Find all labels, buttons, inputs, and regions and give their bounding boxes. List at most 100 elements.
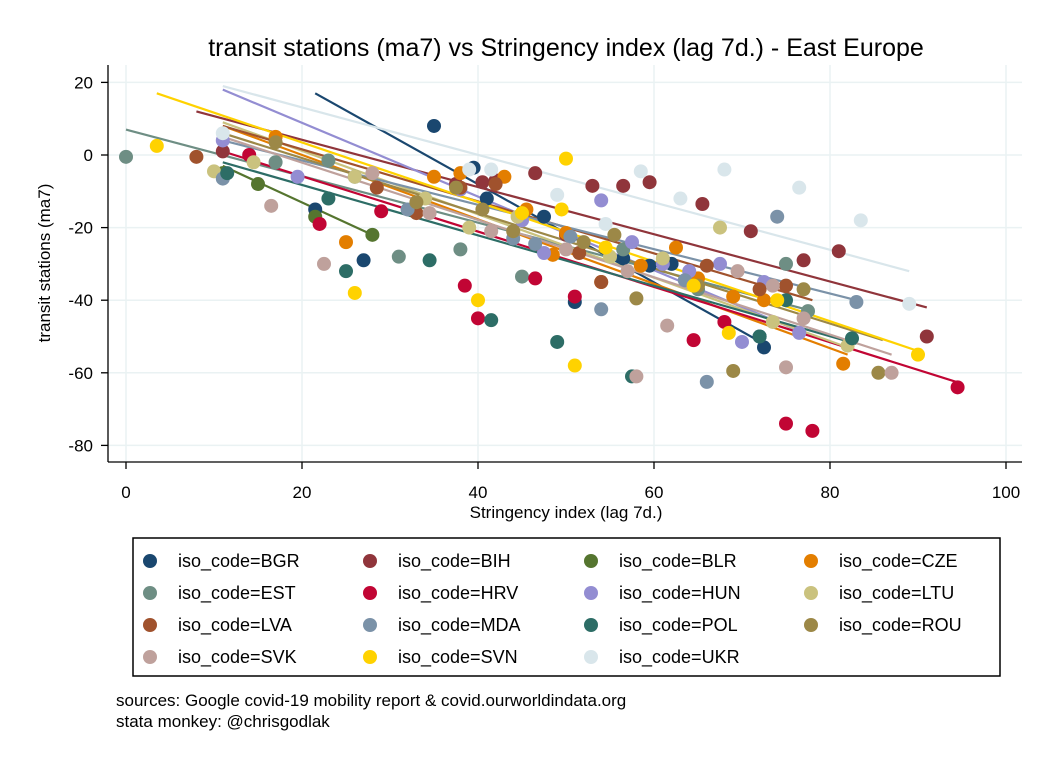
fit-line-svk xyxy=(222,135,892,356)
point-svk xyxy=(365,166,380,181)
point-pol xyxy=(321,191,336,206)
point-hrv xyxy=(374,204,389,219)
point-svk xyxy=(779,360,793,375)
point-lva xyxy=(752,282,767,297)
point-est xyxy=(391,249,406,264)
point-rou xyxy=(268,135,283,150)
x-tick-label: 0 xyxy=(121,483,130,502)
point-lva xyxy=(594,275,609,290)
legend-marker-ltu xyxy=(804,586,818,600)
legend-marker-blr xyxy=(584,554,598,568)
point-hrv xyxy=(567,289,582,304)
point-lva xyxy=(488,177,503,192)
fit-line-blr xyxy=(222,164,373,236)
point-ltu xyxy=(713,220,727,235)
point-svk xyxy=(559,242,573,257)
point-blr xyxy=(365,227,380,242)
point-hrv xyxy=(471,311,485,326)
legend-marker-bih xyxy=(363,554,377,568)
fit-line-rou xyxy=(222,132,884,342)
point-mda xyxy=(770,209,785,224)
x-tick-label: 60 xyxy=(645,483,664,502)
point-hun xyxy=(735,334,749,349)
point-svk xyxy=(422,206,437,221)
point-hun xyxy=(625,235,639,250)
legend-label-svk: iso_code=SVK xyxy=(178,647,297,668)
legend-label-hun: iso_code=HUN xyxy=(619,583,741,604)
point-mda xyxy=(849,295,864,310)
point-svk xyxy=(660,318,675,333)
point-ukr xyxy=(215,126,230,141)
point-hun xyxy=(290,169,305,184)
point-svn xyxy=(515,206,529,221)
point-bih xyxy=(585,178,600,193)
ticks-layer: 0 20 40 60 80 100 20 0 -20 -40 -60 -80 xyxy=(68,73,1020,502)
point-lva xyxy=(699,258,714,273)
point-bih xyxy=(919,329,934,344)
legend-label-mda: iso_code=MDA xyxy=(398,615,521,636)
legend-marker-mda xyxy=(363,618,377,632)
point-pol xyxy=(550,334,565,349)
point-mda xyxy=(528,236,543,251)
x-axis-label: Stringency index (lag 7d.) xyxy=(470,503,663,522)
point-lva xyxy=(572,246,587,261)
author-note: stata monkey: @chrisgodlak xyxy=(116,712,330,731)
point-svk xyxy=(484,224,499,239)
legend-marker-lva xyxy=(143,618,157,632)
point-ukr xyxy=(673,191,688,206)
point-rou xyxy=(726,363,741,378)
y-tick-label: -40 xyxy=(68,291,93,310)
point-ukr xyxy=(633,164,648,179)
point-bih xyxy=(642,175,657,190)
point-hun xyxy=(713,256,727,271)
point-svk xyxy=(884,365,899,380)
point-ukr xyxy=(853,213,868,228)
point-bih xyxy=(796,253,811,268)
legend-label-bih: iso_code=BIH xyxy=(398,551,511,572)
point-bih xyxy=(831,244,846,259)
point-svn xyxy=(347,285,362,300)
point-cze xyxy=(339,235,353,250)
point-pol xyxy=(484,313,499,328)
legend-marker-hrv xyxy=(363,586,377,600)
legend-marker-svn xyxy=(363,650,377,664)
point-pol xyxy=(220,166,235,181)
point-rou xyxy=(506,224,521,239)
point-bgr xyxy=(479,191,494,206)
point-rou xyxy=(629,291,644,306)
legend-marker-hun xyxy=(584,586,598,600)
point-rou xyxy=(871,365,886,380)
point-est xyxy=(779,256,793,271)
fit-line-svn xyxy=(156,92,919,353)
legend: iso_code=BGR iso_code=BIH iso_code=BLR iso_… xyxy=(132,537,1001,677)
point-mda xyxy=(594,302,609,317)
point-bih xyxy=(475,175,490,190)
point-svn xyxy=(721,325,736,340)
point-hun xyxy=(792,325,807,340)
point-cze xyxy=(633,258,648,273)
point-svk xyxy=(317,256,331,271)
fit-line-ukr xyxy=(222,84,910,273)
point-svk xyxy=(629,369,644,384)
point-est xyxy=(268,155,283,170)
x-tick-label: 20 xyxy=(293,483,312,502)
y-tick-label: 20 xyxy=(74,73,93,92)
point-svk xyxy=(765,278,780,293)
point-ltu xyxy=(765,314,780,329)
point-rou xyxy=(607,227,622,242)
fit-lines-layer xyxy=(125,84,963,385)
point-hrv xyxy=(950,380,965,395)
point-hrv xyxy=(686,333,701,348)
point-bih xyxy=(695,197,710,212)
x-tick-label: 40 xyxy=(469,483,488,502)
legend-marker-svk xyxy=(143,650,157,664)
y-tick-label: -60 xyxy=(68,364,93,383)
point-pol xyxy=(752,329,767,344)
point-hrv xyxy=(805,423,820,438)
legend-label-cze: iso_code=CZE xyxy=(839,551,958,572)
point-bgr xyxy=(427,118,441,133)
legend-marker-cze xyxy=(804,554,818,568)
point-hrv xyxy=(779,416,793,431)
